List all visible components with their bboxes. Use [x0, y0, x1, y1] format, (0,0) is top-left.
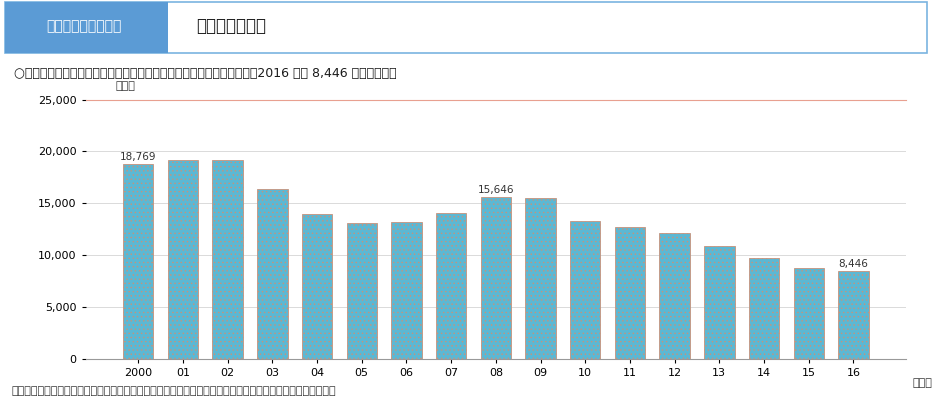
Bar — [257, 189, 287, 359]
FancyBboxPatch shape — [5, 2, 168, 53]
FancyBboxPatch shape — [5, 2, 927, 53]
Bar — [705, 247, 734, 359]
Bar — [748, 258, 779, 359]
Bar — [838, 271, 869, 359]
Text: 第１－（１）－６図: 第１－（１）－６図 — [47, 19, 121, 33]
Text: ○　景気が緩やかな回復基調にある中で倒産件数は減少を続けており、2016 年で 8,446 件となった。: ○ 景気が緩やかな回復基調にある中で倒産件数は減少を続けており、2016 年で … — [14, 67, 397, 80]
Bar — [660, 233, 690, 359]
Text: 倒産件数の推移: 倒産件数の推移 — [196, 17, 266, 35]
Bar — [436, 213, 466, 359]
Text: 18,769: 18,769 — [120, 152, 157, 162]
Bar — [168, 160, 199, 359]
Bar — [123, 164, 154, 359]
Bar — [481, 197, 511, 359]
Bar — [302, 214, 332, 359]
Text: （年）: （年） — [912, 378, 932, 388]
Bar — [526, 198, 555, 359]
Text: 資料出所　（株）東京商工リサーチ「全国企業倒産状況」をもとに厚生労働省労働政策担当参事官室にて作成: 資料出所 （株）東京商工リサーチ「全国企業倒産状況」をもとに厚生労働省労働政策担… — [11, 386, 336, 396]
Bar — [615, 227, 645, 359]
Bar — [347, 223, 377, 359]
Text: 15,646: 15,646 — [477, 185, 514, 195]
Bar — [570, 221, 600, 359]
Bar — [391, 222, 421, 359]
Text: 8,446: 8,446 — [839, 259, 869, 269]
Bar — [793, 268, 824, 359]
Bar — [212, 160, 243, 359]
Text: （件）: （件） — [116, 81, 136, 91]
